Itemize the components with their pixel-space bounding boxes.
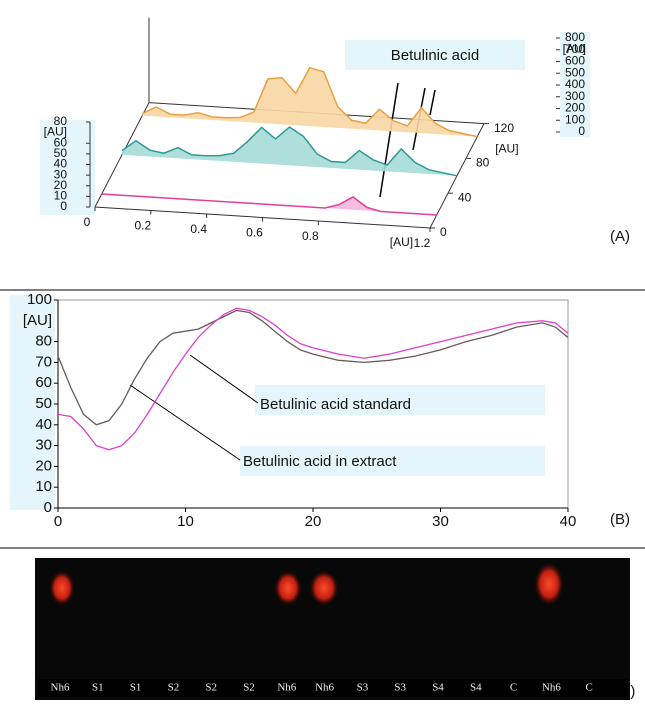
y-tick-label: 0 bbox=[44, 499, 52, 516]
spot bbox=[274, 570, 302, 606]
x-tick-label: 1.2 bbox=[414, 236, 431, 250]
lane-label: C bbox=[510, 682, 517, 694]
y-tick-label: 50 bbox=[35, 395, 52, 412]
axis-label: [AU] bbox=[563, 41, 586, 55]
pointer bbox=[190, 355, 258, 403]
axis-label: [AU] bbox=[390, 235, 413, 249]
x-tick-label: 0.2 bbox=[134, 219, 151, 233]
pointer bbox=[430, 90, 435, 115]
lane-label: S2 bbox=[243, 682, 255, 694]
panel-label: (B) bbox=[610, 511, 630, 528]
lane-label: S1 bbox=[130, 682, 142, 694]
x-tick-label: 20 bbox=[305, 513, 322, 530]
lane-label: S3 bbox=[394, 682, 406, 694]
axis-label: [AU] bbox=[23, 312, 52, 329]
spot bbox=[49, 570, 75, 606]
x-tick-label: 30 bbox=[432, 513, 449, 530]
x-tick-label: 0.4 bbox=[190, 222, 207, 236]
y-tick-label: 70 bbox=[35, 353, 52, 370]
lane-label: S4 bbox=[470, 682, 482, 694]
z-tick-label: 0 bbox=[440, 225, 447, 239]
lane-label: S3 bbox=[357, 682, 369, 694]
annotation: Betulinic acid bbox=[391, 47, 479, 64]
lane-label: Nh6 bbox=[277, 682, 296, 694]
spot bbox=[309, 570, 339, 606]
x-tick-label: 40 bbox=[560, 513, 577, 530]
lane-label: Nh6 bbox=[315, 682, 334, 694]
pointer bbox=[380, 83, 398, 197]
z-tick-label: 40 bbox=[458, 190, 472, 204]
area-fill bbox=[142, 68, 477, 137]
panel-label: (A) bbox=[610, 228, 630, 245]
figure: Betulinic acid (A) 010203040506080[AU]01… bbox=[0, 0, 645, 707]
legend-label: Betulinic acid standard bbox=[260, 396, 411, 413]
legend-label: Betulinic acid in extract bbox=[243, 453, 397, 470]
y-tick-label: 30 bbox=[35, 437, 52, 454]
y-tick-label: 40 bbox=[35, 416, 52, 433]
x-tick-label: 0 bbox=[54, 513, 62, 530]
axis-label: [AU] bbox=[495, 142, 518, 156]
x-tick-label: 0.6 bbox=[246, 226, 263, 240]
lane-label: S2 bbox=[168, 682, 180, 694]
lane-label: S1 bbox=[92, 682, 104, 694]
z-tick-label: 80 bbox=[476, 156, 490, 170]
lane-label: C bbox=[586, 682, 593, 694]
panel-b: Betulinic acid standard Betulinic acid i… bbox=[10, 291, 630, 530]
axis-label: [AU] bbox=[44, 124, 67, 138]
y-tick-label: 10 bbox=[35, 478, 52, 495]
y-tick-label: 80 bbox=[35, 333, 52, 350]
panel-a: Betulinic acid (A) 010203040506080[AU]01… bbox=[40, 18, 630, 251]
x-tick-label: 0 bbox=[84, 215, 91, 229]
z-tick-label: 120 bbox=[494, 121, 514, 135]
x-tick-label: 10 bbox=[177, 513, 194, 530]
lane-label: Nh6 bbox=[542, 682, 561, 694]
x-tick-label: 0.8 bbox=[302, 229, 319, 243]
lane-label: S2 bbox=[205, 682, 217, 694]
spot bbox=[534, 562, 564, 606]
y-tick-label: 100 bbox=[27, 291, 52, 308]
series-line bbox=[102, 194, 437, 215]
y-tick-label: 20 bbox=[35, 457, 52, 474]
y-tick-label: 60 bbox=[35, 374, 52, 391]
area-fill bbox=[122, 127, 457, 176]
pointer bbox=[130, 385, 240, 460]
lane-label: Nh6 bbox=[51, 682, 70, 694]
lane-label: S4 bbox=[432, 682, 444, 694]
